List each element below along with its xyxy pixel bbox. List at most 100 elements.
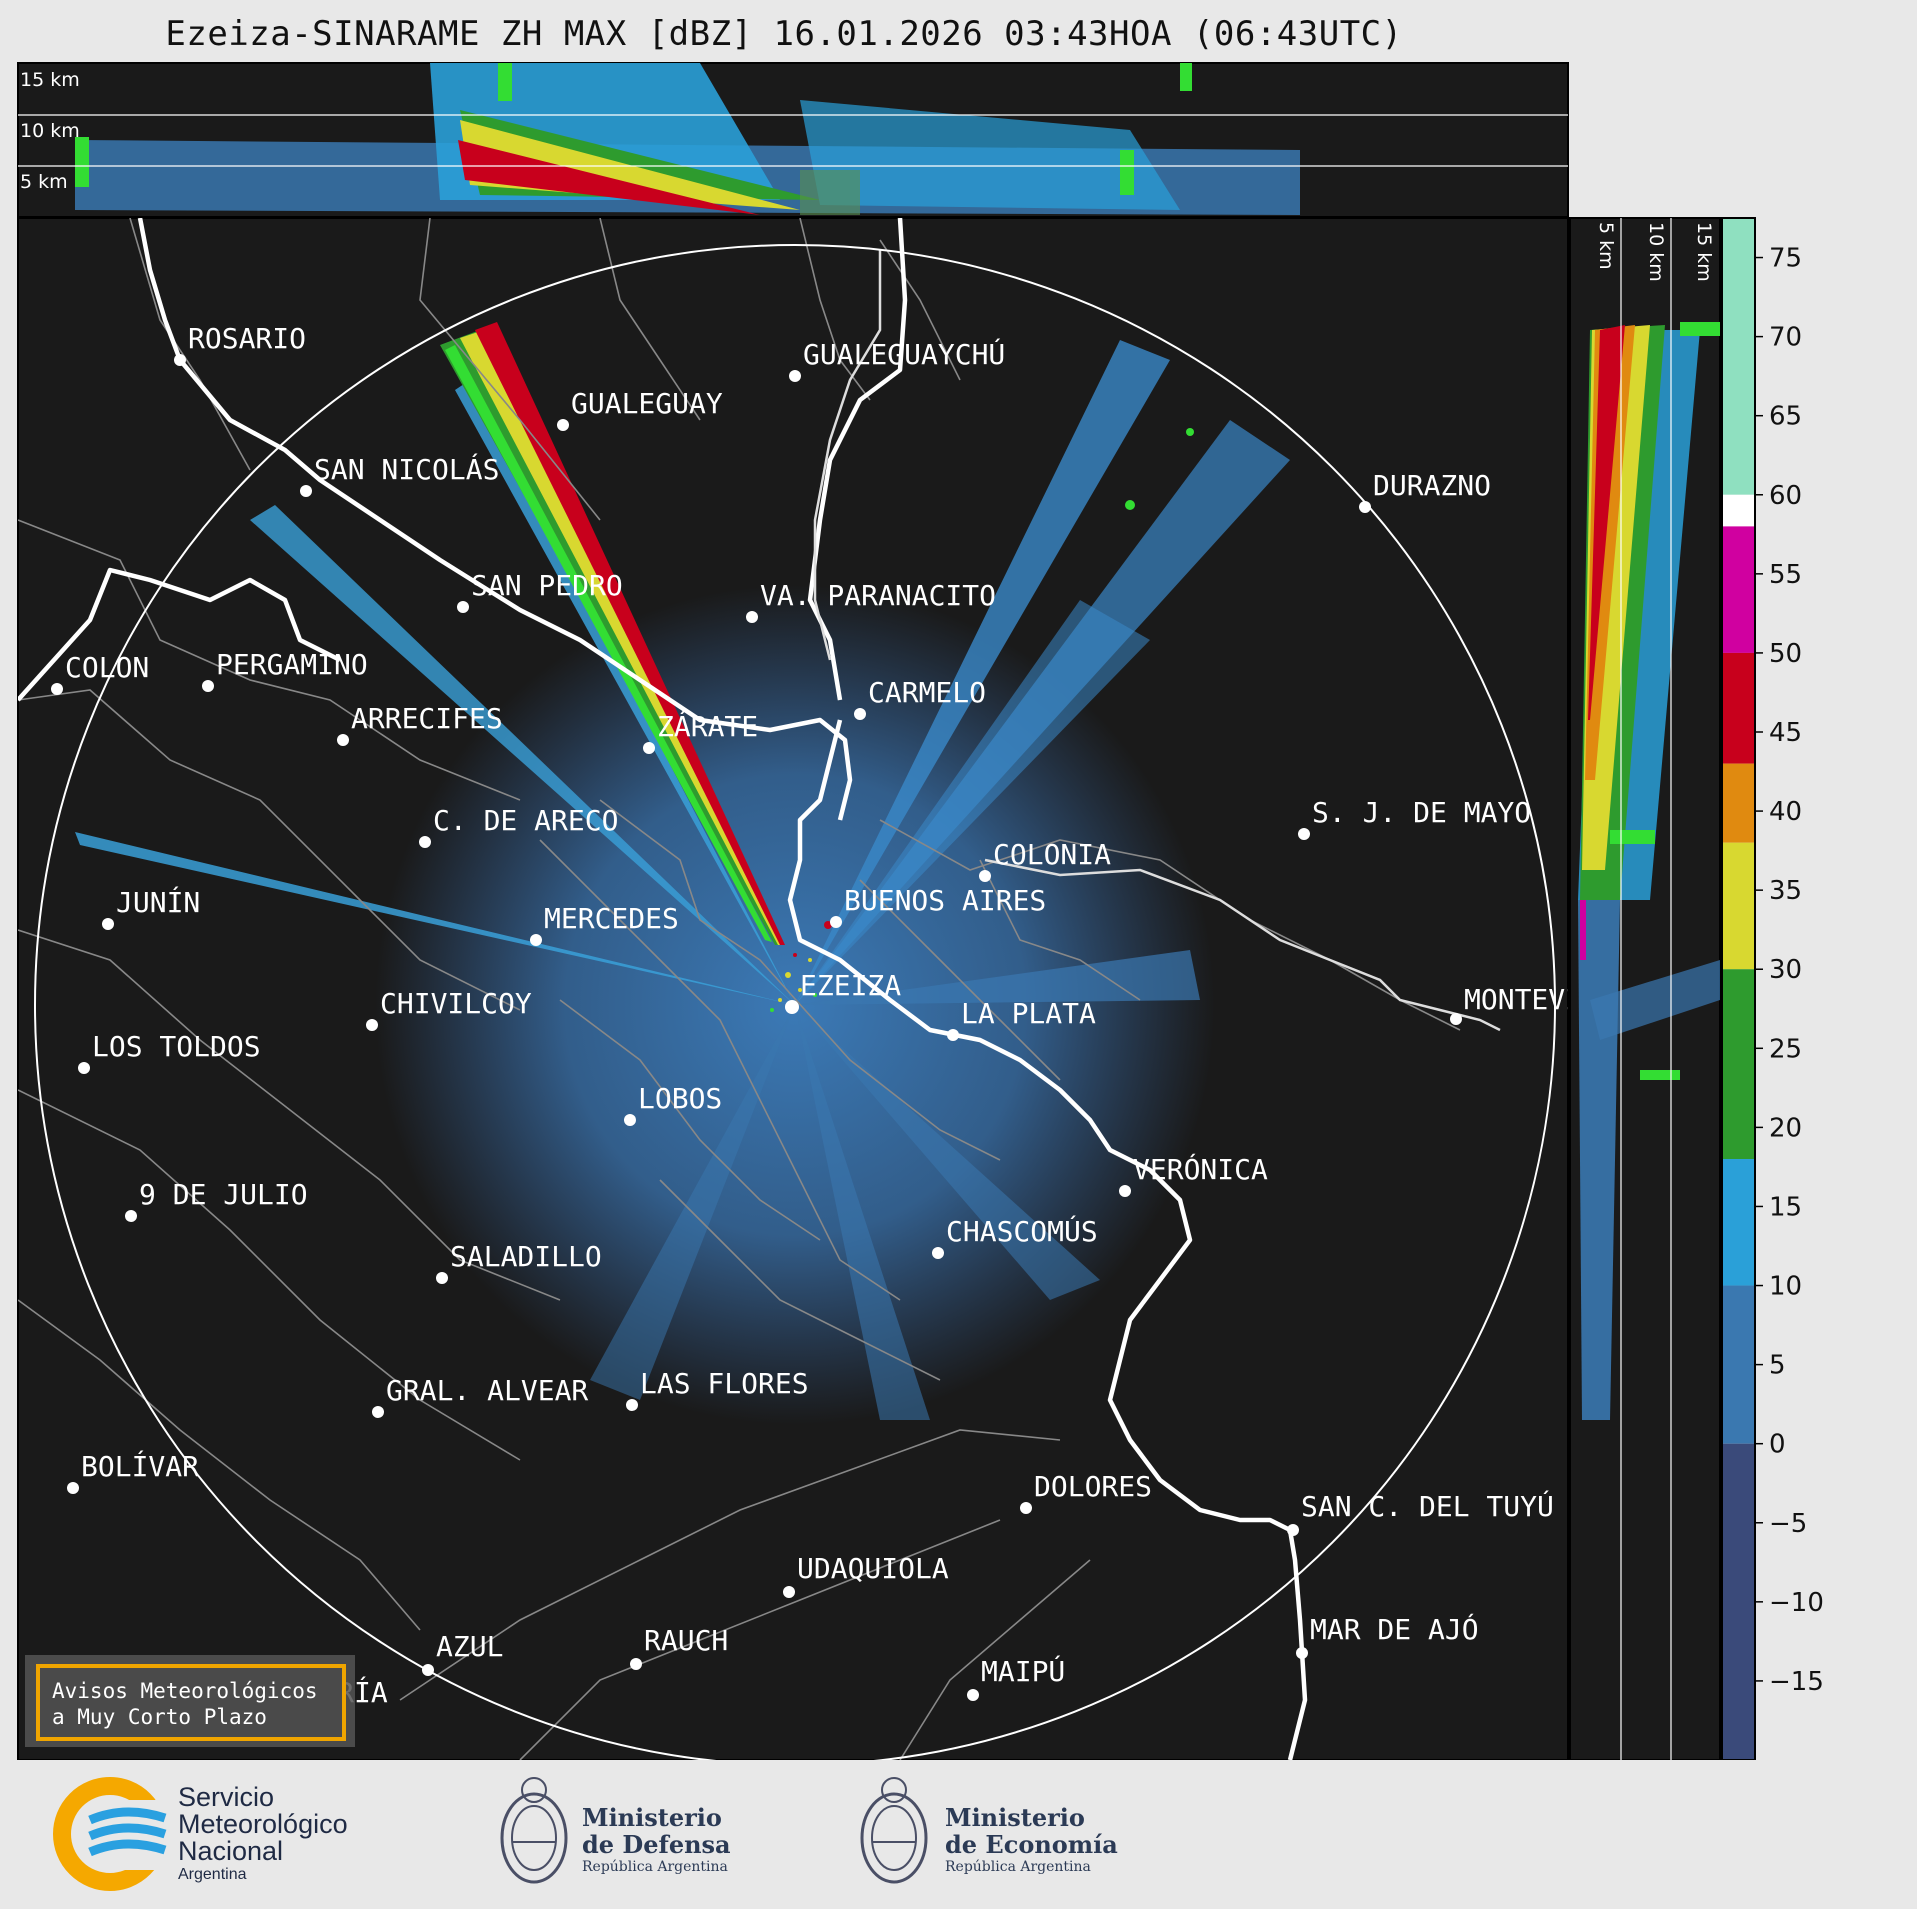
city-marker-20: CHIVILCOY xyxy=(366,987,532,1031)
city-dot-icon xyxy=(419,836,431,848)
city-label: C. DE ARECO xyxy=(433,804,618,837)
colorbar-tick-label: 65 xyxy=(1769,402,1802,432)
colorbar-frame xyxy=(1721,217,1756,1760)
city-dot-icon xyxy=(1298,828,1310,840)
city-dot-icon xyxy=(626,1399,638,1411)
defensa-line1: Ministerio xyxy=(582,1803,722,1832)
city-marker-1: GUALEGUAYCHÚ xyxy=(789,337,1005,382)
city-dot-icon xyxy=(125,1210,137,1222)
city-dot-icon xyxy=(624,1114,636,1126)
footer-logos: Servicio Meteorológico Nacional Argentin… xyxy=(0,1760,1917,1909)
city-dot-icon xyxy=(51,683,63,695)
city-marker-2: GUALEGUAY xyxy=(557,387,723,431)
city-dot-icon xyxy=(979,870,991,882)
smn-line4: Argentina xyxy=(178,1866,247,1883)
city-dot-icon xyxy=(202,680,214,692)
city-dot-icon xyxy=(746,611,758,623)
city-label: S. J. DE MAYO xyxy=(1312,796,1531,829)
radar-figure: 15 km 10 km 5 km xyxy=(17,62,1824,1760)
city-marker-8: PERGAMINO xyxy=(202,648,368,692)
radar-site-icon xyxy=(785,1000,799,1014)
city-label: BOLÍVAR xyxy=(81,1449,199,1483)
city-label: JUNÍN xyxy=(116,885,200,919)
city-dot-icon xyxy=(1287,1524,1299,1536)
smn-logo-icon xyxy=(53,1777,170,1891)
city-label: MERCEDES xyxy=(544,902,679,935)
radar-echoes xyxy=(75,322,1290,1425)
city-label: MONTEVIDEO xyxy=(1464,983,1633,1016)
alert-box-line1: Avisos Meteorológicos xyxy=(52,1679,318,1703)
city-dot-icon xyxy=(643,742,655,754)
city-label: AZUL xyxy=(436,1630,503,1663)
city-marker-7: COLON xyxy=(51,651,149,695)
city-marker-10: ARRECIFES xyxy=(337,702,503,746)
smn-line1: Servicio xyxy=(178,1782,275,1812)
city-marker-34: MAR DE AJÓ xyxy=(1296,1612,1479,1659)
city-dot-icon xyxy=(854,708,866,720)
colorbar-band-8 xyxy=(1722,1285,1755,1444)
city-marker-0: ROSARIO xyxy=(174,322,306,366)
colorbar-tick-label: 70 xyxy=(1769,323,1802,353)
city-dot-icon xyxy=(67,1482,79,1494)
city-label: COLON xyxy=(65,651,149,684)
city-marker-29: LAS FLORES xyxy=(626,1367,809,1411)
city-dot-icon xyxy=(783,1586,795,1598)
city-label: EZEIZA xyxy=(800,969,901,1002)
top-echo-profile xyxy=(75,63,1300,215)
city-marker-12: S. J. DE MAYO xyxy=(1298,796,1531,840)
city-dot-icon xyxy=(967,1689,979,1701)
city-dot-icon xyxy=(1119,1185,1131,1197)
city-marker-23: LOBOS xyxy=(624,1082,722,1126)
colorbar-tick-label: 50 xyxy=(1769,639,1802,669)
city-label: SAN PEDRO xyxy=(471,569,623,602)
city-dot-icon xyxy=(1020,1502,1032,1514)
city-label: UDAQUIOLA xyxy=(797,1552,949,1585)
city-marker-11: ZÁRATE xyxy=(643,709,758,754)
city-marker-28: GRAL. ALVEAR xyxy=(372,1374,588,1418)
smn-line2: Meteorológico xyxy=(178,1809,348,1839)
colorbar-tick-label: −15 xyxy=(1769,1667,1824,1697)
top-height-label-5: 5 km xyxy=(20,171,68,193)
top-height-panel: 15 km 10 km 5 km xyxy=(17,62,1569,218)
colorbar-tick-label: 75 xyxy=(1769,244,1802,274)
city-marker-5: SAN PEDRO xyxy=(457,569,623,613)
colorbar-band-6 xyxy=(1722,969,1755,1160)
alert-box[interactable]: Avisos Meteorológicos a Muy Corto Plazo xyxy=(25,1655,355,1747)
city-dot-icon xyxy=(557,419,569,431)
city-label: RAUCH xyxy=(644,1624,728,1657)
city-dot-icon xyxy=(300,485,312,497)
city-marker-35: AZUL xyxy=(422,1630,503,1676)
side-height-label-5: 5 km xyxy=(1595,222,1617,270)
range-ring xyxy=(34,244,1556,1760)
city-label: MAIPÚ xyxy=(981,1654,1065,1688)
city-dot-icon xyxy=(78,1062,90,1074)
city-marker-33: UDAQUIOLA xyxy=(783,1552,949,1598)
colorbar-band-9 xyxy=(1722,1443,1755,1760)
colorbar-band-3 xyxy=(1722,652,1755,764)
city-dot-icon xyxy=(1450,1013,1462,1025)
city-marker-21: LA PLATA xyxy=(947,997,1096,1041)
colorbar-tick-label: 25 xyxy=(1769,1034,1802,1064)
city-label: MAR DE AJÓ xyxy=(1310,1612,1479,1646)
smn-line3: Nacional xyxy=(178,1836,284,1866)
city-label: GUALEGUAYCHÚ xyxy=(803,337,1005,371)
colorbar-band-7 xyxy=(1722,1159,1755,1286)
city-marker-15: JUNÍN xyxy=(102,885,200,930)
alert-box-line2: a Muy Corto Plazo xyxy=(52,1705,267,1729)
defensa-logo-text: Ministerio de Defensa República Argentin… xyxy=(582,1804,731,1876)
city-marker-16: BUENOS AIRES xyxy=(830,884,1046,928)
city-dot-icon xyxy=(1296,1647,1308,1659)
city-dot-icon xyxy=(947,1029,959,1041)
city-dot-icon xyxy=(366,1019,378,1031)
city-dot-icon xyxy=(1359,501,1371,513)
city-label: SAN NICOLÁS xyxy=(314,452,499,486)
colorbar-tick-label: 40 xyxy=(1769,797,1802,827)
side-height-panel: 5 km 10 km 15 km xyxy=(1569,217,1721,1760)
city-label: VA. PARANACITO xyxy=(760,579,996,612)
city-label: ARRECIFES xyxy=(351,702,503,735)
city-dot-icon xyxy=(102,918,114,930)
colorbar-tick-label: 10 xyxy=(1769,1272,1802,1302)
defensa-line3: República Argentina xyxy=(582,1859,728,1875)
city-marker-30: BOLÍVAR xyxy=(67,1449,199,1494)
